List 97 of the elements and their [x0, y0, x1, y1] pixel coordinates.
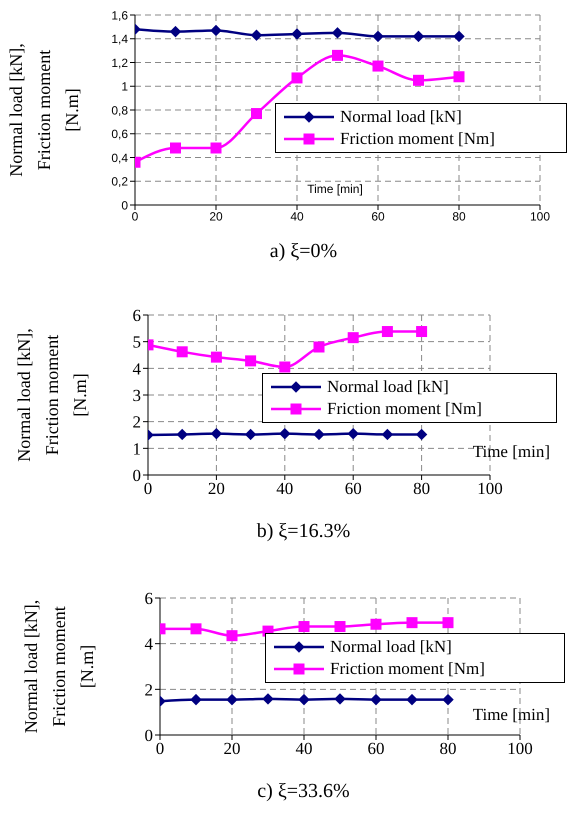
x-tick-label: 20	[224, 739, 240, 758]
x-axis-title: Time [min]	[472, 705, 550, 724]
x-tick-label: 80	[440, 739, 456, 758]
point	[413, 74, 424, 86]
point	[298, 694, 310, 706]
point	[372, 30, 384, 42]
point	[226, 694, 238, 706]
point	[190, 694, 202, 706]
point	[332, 27, 343, 38]
point	[372, 60, 384, 72]
point	[334, 621, 346, 632]
point	[314, 342, 324, 352]
legend-label: Normal load [kN]	[327, 377, 449, 397]
y-tick-label: 6	[144, 589, 153, 608]
text: c) ξ=33.6%	[256, 780, 351, 804]
y-tick-label: 0,2	[111, 174, 128, 189]
y-tick-label: 2	[132, 412, 141, 432]
point	[406, 694, 418, 706]
y-tick-label: 2	[144, 680, 153, 700]
point	[176, 428, 188, 440]
text: a) ξ=0%	[268, 240, 338, 264]
point	[382, 428, 393, 440]
y-tick-label: 1	[132, 439, 141, 458]
legend-label: Normal load [kN]	[330, 637, 452, 657]
point	[454, 30, 464, 42]
y-tick-label: 1,4	[111, 32, 128, 46]
point	[454, 71, 464, 82]
x-tick-label: 20	[209, 210, 223, 224]
x-tick-label: 60	[371, 210, 385, 224]
y-tick-label: 1,6	[111, 8, 128, 22]
legend-label: Normal load [kN]	[340, 107, 462, 127]
text: b) ξ=16.3%	[256, 520, 352, 544]
x-tick-label: 40	[296, 739, 312, 758]
point	[406, 617, 418, 628]
point	[170, 142, 181, 154]
y-axis-title: Normal load [kN], Friction moment [N.m]	[6, 43, 82, 177]
point	[210, 24, 222, 36]
point	[442, 617, 454, 628]
y-tick-label: 6	[132, 306, 141, 326]
x-tick-label: 80	[413, 479, 430, 498]
legend-label: Friction moment [Nm]	[340, 129, 495, 149]
y-tick-label: 5	[132, 332, 141, 352]
x-tick-label: 60	[368, 739, 384, 758]
point	[210, 142, 222, 154]
point	[416, 428, 428, 440]
x-tick-label: 40	[290, 210, 304, 224]
y-tick-label: 0,8	[111, 103, 128, 118]
point	[314, 428, 324, 440]
y-tick-label: 4	[132, 359, 142, 378]
y-tick-label: 0	[121, 198, 128, 212]
point	[245, 428, 256, 440]
x-tick-label: 100	[530, 210, 550, 224]
point	[292, 28, 302, 40]
point	[334, 693, 346, 704]
legend-label: Friction moment [Nm]	[327, 399, 482, 419]
y-tick-label: 0,4	[111, 150, 128, 165]
point	[251, 30, 262, 41]
x-tick-label: 60	[344, 479, 362, 498]
x-tick-label: 20	[208, 479, 225, 498]
point	[279, 428, 290, 440]
point	[348, 428, 359, 440]
point	[279, 362, 290, 372]
point	[226, 630, 238, 642]
point	[210, 352, 222, 363]
point	[251, 108, 262, 120]
x-tick-label: 40	[276, 479, 294, 498]
x-axis-title: Time [min]	[472, 442, 550, 461]
point	[210, 428, 222, 440]
y-axis-title: Normal load [kN], Friction moment [N.m]	[14, 328, 90, 462]
point	[416, 326, 428, 338]
y-tick-label: 1,2	[111, 56, 128, 70]
point	[370, 618, 382, 630]
y-tick-label: 0	[144, 726, 153, 746]
x-tick-label: 100	[477, 479, 503, 498]
legend-label: Friction moment [Nm]	[330, 659, 485, 679]
point	[298, 621, 310, 632]
point	[176, 346, 188, 358]
y-tick-label: 0	[132, 466, 141, 486]
point	[245, 355, 256, 366]
y-axis-title: Normal load [kN], Friction moment [N.m]	[21, 600, 97, 734]
point	[413, 30, 424, 42]
point	[370, 694, 382, 706]
point	[332, 50, 343, 61]
point	[190, 623, 202, 634]
y-tick-label: 4	[144, 634, 154, 654]
point	[348, 332, 359, 344]
y-tick-label: 3	[132, 386, 141, 406]
x-tick-label: 80	[452, 210, 466, 224]
point	[262, 693, 274, 704]
point	[170, 26, 181, 38]
point	[382, 326, 393, 338]
point	[292, 72, 302, 84]
x-axis-title: Time [min]	[307, 182, 363, 196]
y-tick-label: 1	[121, 80, 128, 94]
point	[442, 694, 454, 706]
x-tick-label: 100	[507, 739, 533, 758]
y-tick-label: 0,6	[111, 127, 128, 142]
